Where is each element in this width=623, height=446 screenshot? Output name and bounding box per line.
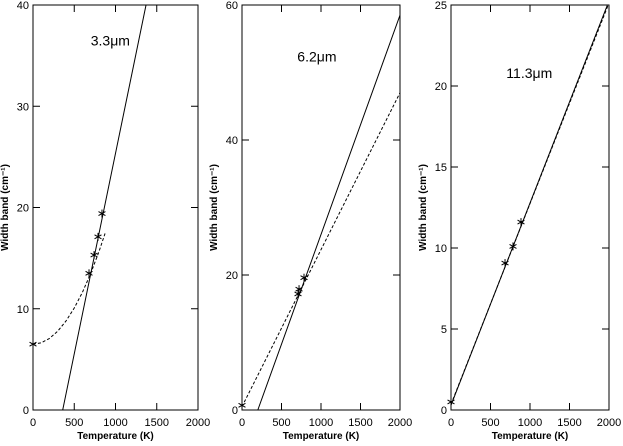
y-tick-label: 10	[17, 304, 29, 316]
star-marker	[509, 242, 517, 251]
x-tick-label: 500	[481, 417, 499, 429]
star-marker	[295, 285, 303, 294]
x-tick-label: 1500	[557, 417, 581, 429]
panel: 0 500 1000 1500 2000 0 5 10 15 20 25 Temperature (K…	[418, 0, 621, 442]
x-tick-label: 1000	[518, 417, 542, 429]
series-line	[62, 5, 147, 410]
annotation: 11.3μm	[506, 65, 552, 81]
series-line	[451, 5, 609, 405]
panel: 0 500 1000 1500 2000 0 20 40 60 Temperature (K) Wi…	[209, 0, 412, 442]
annotation: 6.2μm	[297, 49, 336, 65]
x-tick-label: 500	[272, 417, 290, 429]
x-tick-label: 0	[448, 417, 454, 429]
x-tick-label: 2000	[388, 417, 412, 429]
y-tick-label: 40	[226, 135, 238, 147]
x-tick-label: 2000	[186, 417, 210, 429]
x-tick-label: 1500	[145, 417, 169, 429]
y-tick-label: 25	[435, 0, 447, 12]
star-marker	[85, 269, 93, 278]
star-marker	[300, 273, 308, 282]
star-marker	[29, 340, 37, 349]
y-tick-label: 40	[17, 0, 29, 12]
y-tick-label: 15	[435, 162, 447, 174]
star-marker	[98, 209, 106, 218]
x-tick-label: 2000	[597, 417, 621, 429]
x-tick-label: 1000	[103, 417, 127, 429]
star-marker	[94, 232, 102, 241]
x-tick-label: 0	[30, 417, 36, 429]
panel: 0 500 1000 1500 2000 0 10 20 30 40 Temperature (K)…	[0, 0, 210, 442]
y-axis-label: Width band (cm⁻¹)	[0, 164, 11, 251]
star-marker	[501, 259, 509, 268]
y-tick-label: 30	[17, 101, 29, 113]
series-line	[257, 14, 400, 410]
x-tick-label: 500	[65, 417, 83, 429]
x-axis-label: Temperature (K)	[77, 431, 154, 441]
star-marker	[90, 251, 98, 260]
y-tick-label: 5	[441, 324, 447, 336]
y-tick-label: 0	[232, 405, 238, 417]
star-marker	[517, 218, 525, 227]
x-tick-label: 1000	[309, 417, 333, 429]
annotation: 3.3μm	[91, 33, 130, 49]
series-line	[33, 231, 107, 345]
y-tick-label: 10	[435, 243, 447, 255]
star-marker	[294, 289, 302, 298]
x-axis-label: Temperature (K)	[283, 431, 360, 441]
star-marker	[238, 401, 246, 410]
x-tick-label: 1500	[348, 417, 372, 429]
y-tick-label: 0	[23, 405, 29, 417]
y-tick-label: 20	[17, 203, 29, 215]
y-axis-label: Width band (cm⁻¹)	[209, 164, 220, 251]
y-tick-label: 60	[226, 0, 238, 12]
y-tick-label: 20	[226, 270, 238, 282]
x-tick-label: 0	[239, 417, 245, 429]
series-line	[242, 92, 400, 407]
star-marker	[447, 397, 455, 406]
x-axis-label: Temperature (K)	[492, 431, 569, 441]
y-axis-label: Width band (cm⁻¹)	[418, 164, 429, 251]
y-tick-label: 0	[441, 405, 447, 417]
y-tick-label: 20	[435, 81, 447, 93]
